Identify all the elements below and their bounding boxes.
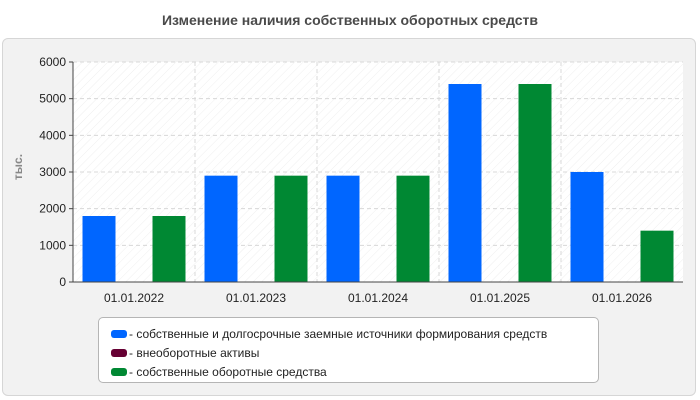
bar [204,175,238,282]
y-tick-label: 5000 [39,92,66,106]
bar [274,175,308,282]
y-tick-label: 0 [59,275,66,289]
x-tick-label: 01.01.2025 [470,291,530,305]
legend-swatch-sources [111,329,127,338]
legend-item-fixed-assets: - внеоборотные активы [99,343,598,362]
x-tick-label: 01.01.2023 [226,291,286,305]
bar [518,84,552,282]
y-tick-label: 4000 [39,128,66,142]
chart-legend: - собственные и долгосрочные заемные ист… [98,317,599,383]
y-tick-label: 2000 [39,202,66,216]
y-tick-label: 1000 [39,238,66,252]
bar [640,230,674,282]
x-tick-label: 01.01.2024 [348,291,408,305]
bar [326,175,360,282]
legend-label-fixed-assets: - внеоборотные активы [129,345,260,360]
x-tick-label: 01.01.2022 [104,291,164,305]
y-tick-label: 6000 [39,55,66,69]
legend-label-sources: - собственные и долгосрочные заемные ист… [129,326,548,341]
y-axis-label: тыс. [11,154,25,180]
legend-label-working-capital: - собственные оборотные средства [129,364,327,379]
legend-item-sources: - собственные и долгосрочные заемные ист… [99,324,598,343]
chart-title: Изменение наличия собственных оборотных … [161,12,539,28]
legend-item-working-capital: - собственные оборотные средства [99,362,598,381]
bar [152,216,186,282]
bar [82,216,116,282]
bar [396,175,430,282]
y-tick-label: 3000 [39,165,66,179]
legend-swatch-working-capital [111,367,127,376]
legend-swatch-fixed-assets [111,348,127,357]
bar [570,172,604,282]
x-tick-label: 01.01.2026 [592,291,652,305]
bar [448,84,482,282]
